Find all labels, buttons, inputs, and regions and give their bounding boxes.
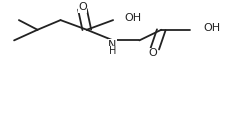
Text: H: H [109, 46, 116, 56]
Text: OH: OH [203, 23, 220, 33]
Text: N: N [108, 40, 117, 50]
Text: O: O [78, 2, 87, 12]
Text: OH: OH [124, 13, 141, 23]
Text: O: O [149, 48, 157, 58]
